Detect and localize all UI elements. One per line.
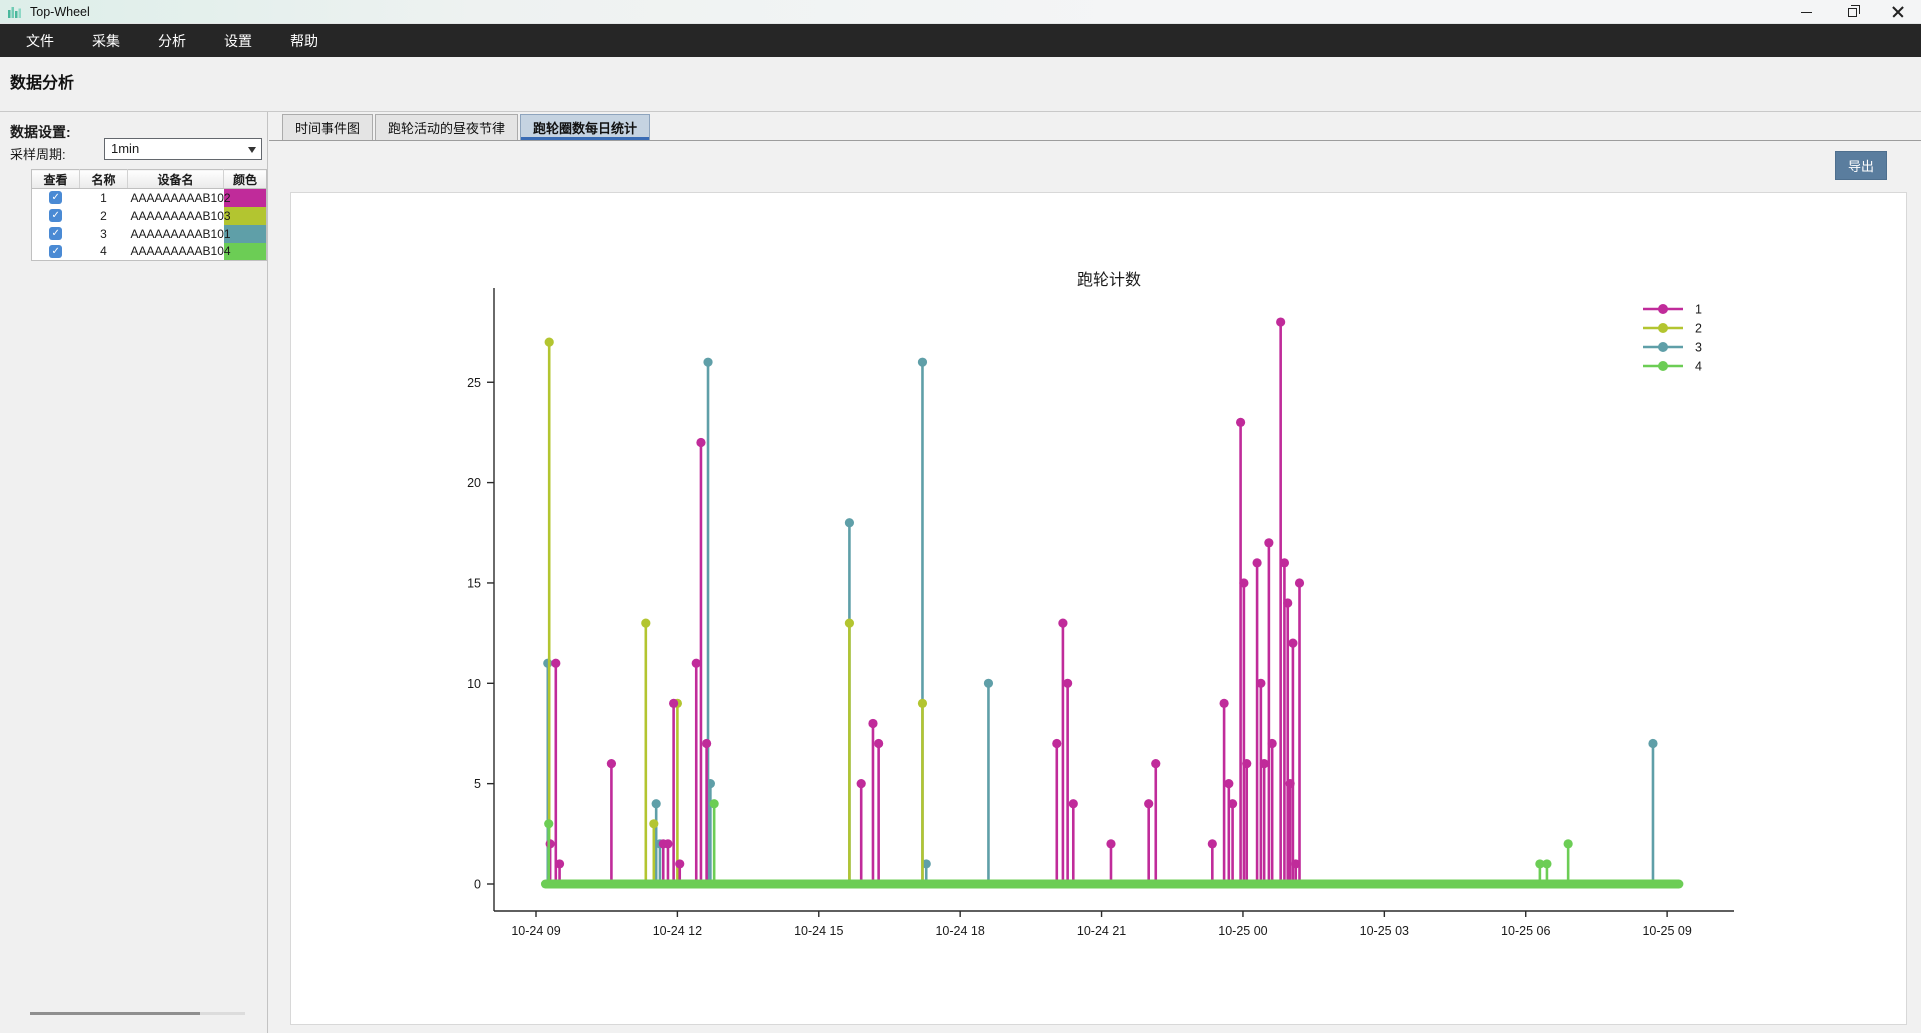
legend-marker <box>1658 342 1668 352</box>
sidebar-horizontal-scrollbar[interactable] <box>30 1012 245 1015</box>
table-row: ✓ 4 AAAAAAAAAB104 <box>31 242 267 261</box>
sidebar: 数据设置: 采样周期: 1min 查看 名称 设备名 颜色 ✓ 1 AAAAAAAAAB1… <box>0 112 268 1033</box>
table-row: ✓ 1 AAAAAAAAAB102 <box>31 188 267 207</box>
app-icon <box>8 7 21 18</box>
x-tick-label: 10-25 03 <box>1360 924 1409 938</box>
minimize-icon <box>1800 11 1812 13</box>
menu-bar: 文件 采集 分析 设置 帮助 <box>0 24 1921 57</box>
window-controls <box>1783 0 1921 24</box>
close-button[interactable] <box>1875 0 1921 24</box>
legend-label: 2 <box>1695 322 1702 336</box>
menu-item-1[interactable]: 文件 <box>26 32 54 49</box>
tab-3[interactable]: 跑轮圈数每日统计 <box>520 114 651 140</box>
menu-item-5[interactable]: 帮助 <box>290 32 318 49</box>
sampling-period-select[interactable]: 1min <box>104 138 262 160</box>
row-checkbox[interactable]: ✓ <box>49 191 63 205</box>
column-header-4: 颜色 <box>223 169 267 189</box>
legend-marker <box>1658 323 1668 333</box>
chart-title: 跑轮计数 <box>1077 271 1141 289</box>
sampling-period-value: 1min <box>111 141 140 156</box>
x-tick-label: 10-24 15 <box>794 924 843 938</box>
x-tick-label: 10-24 09 <box>511 924 560 938</box>
data-settings-title: 数据设置: <box>10 124 71 140</box>
series-1 <box>545 317 1305 884</box>
y-tick-label: 5 <box>474 777 481 791</box>
legend-label: 3 <box>1695 341 1702 355</box>
menu-item-4[interactable]: 设置 <box>224 32 252 49</box>
row-device-name: AAAAAAAAAB101 <box>127 224 231 243</box>
y-tick-label: 0 <box>474 878 481 892</box>
y-tick-label: 15 <box>467 576 481 590</box>
minimize-button[interactable] <box>1783 0 1829 24</box>
row-name: 1 <box>79 188 128 207</box>
tab-1[interactable]: 时间事件图 <box>282 114 374 140</box>
legend-marker <box>1658 304 1668 314</box>
chart-axes: 10-24 09 10-24 12 10-24 15 10-24 18 10-24 21… <box>467 288 1734 938</box>
row-name: 3 <box>79 224 128 243</box>
chart-legend: 1 2 3 4 <box>1643 303 1702 374</box>
menu-item-3[interactable]: 分析 <box>158 32 186 49</box>
scrollbar-handle[interactable] <box>30 1012 200 1015</box>
page-header: 数据分析 <box>0 57 1921 112</box>
y-tick-label: 25 <box>467 376 481 390</box>
tab-2[interactable]: 跑轮活动的昼夜节律 <box>375 114 519 140</box>
legend-label: 1 <box>1695 303 1702 317</box>
series-2 <box>544 337 928 884</box>
tab-bar: 时间事件图 跑轮活动的昼夜节律 跑轮圈数每日统计 <box>269 114 1921 141</box>
maximize-restore-button[interactable] <box>1829 0 1875 24</box>
row-color-swatch <box>223 188 267 207</box>
row-checkbox[interactable]: ✓ <box>49 209 63 222</box>
row-device-name: AAAAAAAAAB102 <box>127 188 231 207</box>
x-tick-label: 10-25 06 <box>1501 924 1550 938</box>
sampling-period-label: 采样周期: <box>10 147 66 162</box>
close-icon <box>1892 6 1904 18</box>
row-device-name: AAAAAAAAAB104 <box>127 242 231 261</box>
x-tick-label: 10-24 18 <box>935 924 984 938</box>
x-tick-label: 10-24 12 <box>653 924 702 938</box>
table-row: ✓ 2 AAAAAAAAAB103 <box>31 206 267 225</box>
row-color-swatch <box>223 206 267 225</box>
row-device-name: AAAAAAAAAB103 <box>127 206 231 225</box>
chart-panel: 跑轮计数 10-24 09 10-24 12 10-24 15 10-24 18 10-2… <box>290 192 1907 1025</box>
series-4 <box>544 799 1573 884</box>
column-header-3: 设备名 <box>127 169 224 189</box>
main-area: 时间事件图 跑轮活动的昼夜节律 跑轮圈数每日统计 导出 跑轮计数 10-24 09 10… <box>269 112 1921 1033</box>
title-bar: Top-Wheel <box>0 0 1921 24</box>
window-title: Top-Wheel <box>30 4 90 19</box>
device-table-header: 查看 名称 设备名 颜色 <box>31 169 267 189</box>
y-tick-label: 10 <box>467 677 481 691</box>
y-tick-label: 20 <box>467 476 481 490</box>
legend-marker <box>1658 361 1668 371</box>
row-name: 4 <box>79 242 128 261</box>
page-title: 数据分析 <box>10 75 75 92</box>
row-name: 2 <box>79 206 128 225</box>
restore-icon <box>1847 4 1860 17</box>
menu-item-2[interactable]: 采集 <box>92 32 120 49</box>
export-button[interactable]: 导出 <box>1834 151 1887 180</box>
row-color-swatch <box>223 224 267 243</box>
column-header-1: 查看 <box>31 169 80 189</box>
legend-label: 4 <box>1695 360 1702 374</box>
table-row: ✓ 3 AAAAAAAAAB101 <box>31 224 267 243</box>
x-tick-label: 10-24 21 <box>1077 924 1126 938</box>
row-checkbox[interactable]: ✓ <box>49 244 63 258</box>
row-checkbox[interactable]: ✓ <box>49 227 63 240</box>
column-header-2: 名称 <box>79 169 128 189</box>
x-tick-label: 10-25 00 <box>1218 924 1267 938</box>
x-tick-label: 10-25 09 <box>1642 924 1691 938</box>
chevron-down-icon <box>248 147 256 153</box>
device-table: 查看 名称 设备名 颜色 ✓ 1 AAAAAAAAAB102 ✓ 2 AAAAAAAAAB103… <box>31 169 267 261</box>
row-color-swatch <box>223 242 267 261</box>
